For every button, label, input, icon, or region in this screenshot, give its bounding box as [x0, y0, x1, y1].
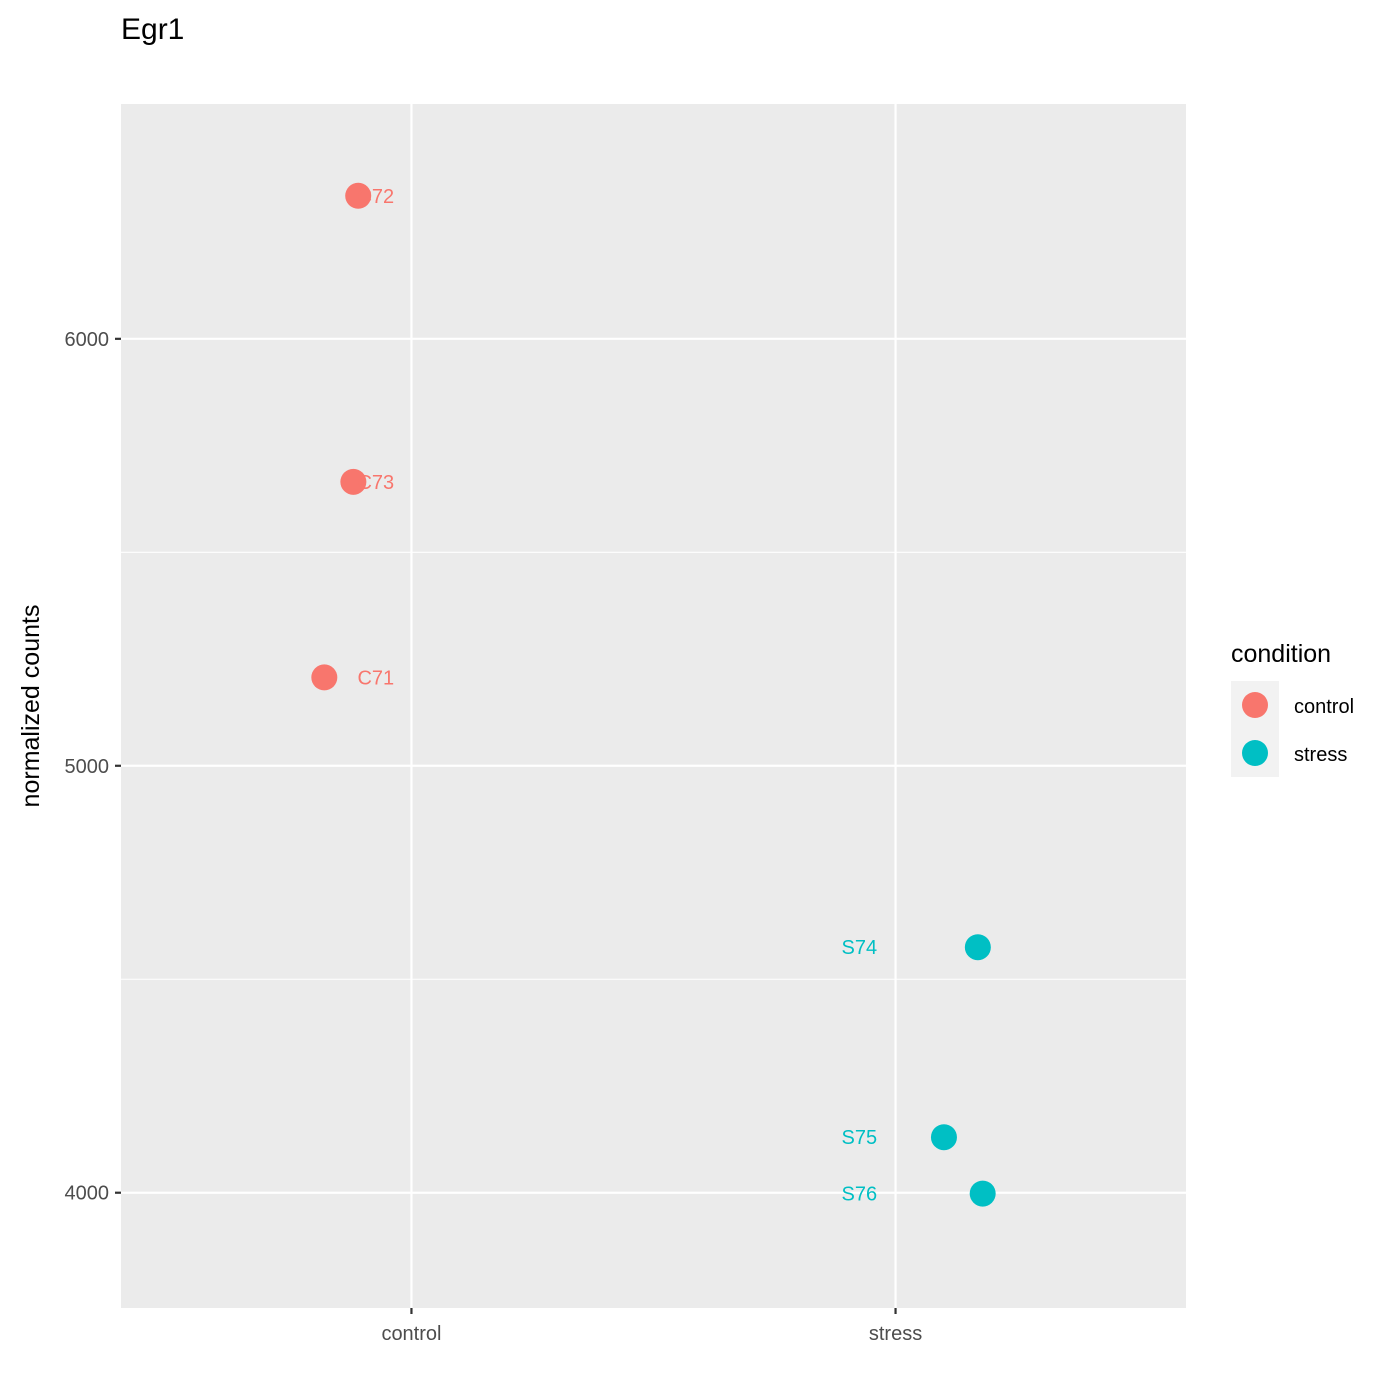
- plot-panel: [121, 104, 1186, 1308]
- legend-label: control: [1294, 696, 1354, 718]
- data-point-label: C72: [357, 186, 394, 208]
- y-tick-label: 6000: [65, 329, 110, 351]
- data-point-label: C71: [357, 667, 394, 689]
- y-axis: 4000 5000 6000: [65, 329, 121, 1205]
- data-point: [930, 1124, 957, 1151]
- data-point-labels: C72 C73 C71 S74 S75 S76: [357, 186, 877, 1206]
- data-point: [969, 1180, 996, 1207]
- x-tick-label: control: [381, 1323, 441, 1345]
- chart-title: Egr1: [121, 13, 184, 46]
- y-tick-label: 4000: [65, 1183, 110, 1205]
- data-point-label: S76: [842, 1184, 878, 1206]
- major-gridlines: [121, 104, 1186, 1308]
- legend: condition control stress: [1231, 640, 1354, 777]
- data-point: [964, 934, 991, 961]
- data-point: [340, 468, 367, 495]
- legend-key: [1242, 740, 1268, 766]
- legend-label: stress: [1294, 744, 1347, 766]
- x-axis: control stress: [381, 1308, 922, 1345]
- y-tick-label: 5000: [65, 756, 110, 778]
- data-point-label: S74: [842, 937, 878, 959]
- data-points: [311, 182, 996, 1207]
- y-axis-title: normalized counts: [17, 605, 45, 808]
- legend-key: [1242, 692, 1268, 718]
- data-point-label: C73: [357, 472, 394, 494]
- minor-gridlines: [121, 551, 1186, 980]
- x-tick-label: stress: [869, 1323, 922, 1345]
- data-point: [345, 182, 372, 209]
- data-point: [311, 664, 338, 691]
- legend-title: condition: [1231, 640, 1331, 668]
- data-point-label: S75: [842, 1127, 878, 1149]
